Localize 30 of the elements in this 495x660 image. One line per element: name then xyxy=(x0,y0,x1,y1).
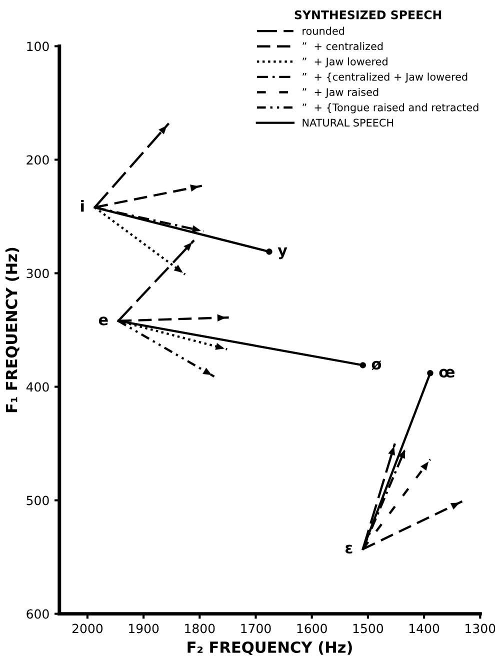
legend-label: ” + {centralized + Jaw lowered xyxy=(302,72,468,83)
annotation: i xyxy=(81,200,84,212)
annotation: œ xyxy=(439,368,455,378)
y-tick-label: 100 xyxy=(27,42,49,52)
y-tick-label: 300 xyxy=(26,268,49,278)
x-tick-label: 1300 xyxy=(466,624,495,634)
legend-label: ” + Jaw lowered xyxy=(302,57,388,68)
x-tick-label: 1900 xyxy=(129,624,159,634)
annotation: y xyxy=(278,247,288,260)
y-tick-label: 400 xyxy=(26,382,49,392)
legend-label: ” + Jaw raised xyxy=(302,88,378,98)
x-axis-title: F₂ FREQUENCY (Hz) xyxy=(188,641,352,656)
x-tick-label: 1600 xyxy=(297,624,327,634)
y-tick-label: 500 xyxy=(26,496,49,506)
y-tick-label: 600 xyxy=(26,609,49,619)
y-axis-title: F₁ FREQUENCY (Hz) xyxy=(5,248,20,412)
x-tick-label: 1400 xyxy=(410,624,440,634)
legend-label: rounded xyxy=(302,26,344,35)
annotation: ɛ xyxy=(345,544,352,554)
y-tick-label: 200 xyxy=(26,155,49,165)
x-tick-label: 1800 xyxy=(185,624,215,634)
x-tick-label: 1700 xyxy=(241,624,271,634)
legend-label: ” + {Tongue raised and retracted xyxy=(302,103,478,114)
x-tick-label: 2000 xyxy=(72,624,103,634)
legend-title: SYNTHESIZED SPEECH xyxy=(294,10,442,20)
legend-label: ” + centralized xyxy=(302,42,383,50)
legend-label: NATURAL SPEECH xyxy=(302,118,394,127)
annotation: e xyxy=(98,316,108,326)
annotation: ø xyxy=(372,360,382,370)
x-tick-label: 1500 xyxy=(353,624,384,634)
